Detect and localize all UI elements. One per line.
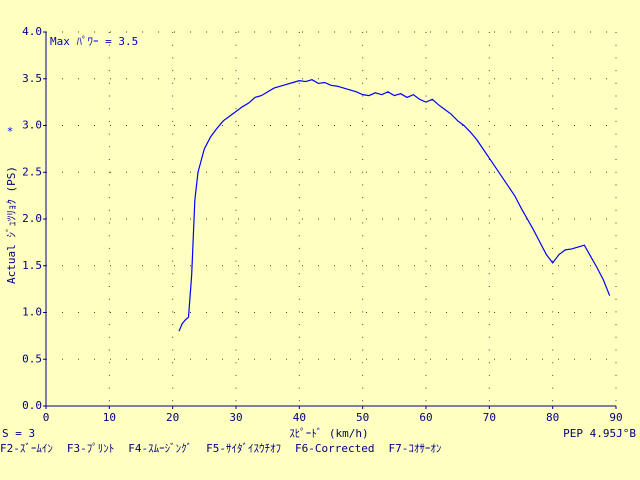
y-tick-label: 2.0 — [22, 212, 42, 225]
x-tick-label: 10 — [103, 411, 116, 424]
function-key[interactable]: F5-ｻｲﾀﾞｲｽｳﾁｵﾌ — [206, 442, 281, 455]
x-axis-label: ｽﾋﾟｰﾄﾞ (km/h) — [289, 427, 368, 440]
x-tick-label: 50 — [356, 411, 369, 424]
y-axis-marker: * — [7, 125, 14, 138]
function-key[interactable]: F4-ｽﾑｰｼﾞﾝｸﾞ — [128, 442, 192, 455]
function-key[interactable]: F3-ﾌﾟﾘﾝﾄ — [67, 442, 114, 455]
y-tick-label: 4.0 — [22, 25, 42, 38]
status-left: S = 3 — [2, 427, 35, 440]
x-tick-label: 60 — [419, 411, 432, 424]
function-key[interactable]: F2-ｽﾞｰﾑｲﾝ — [0, 442, 53, 455]
x-tick-label: 80 — [546, 411, 559, 424]
x-tick-label: 0 — [43, 411, 50, 424]
max-annotation: Max ﾊﾟﾜｰ = 3.5 — [50, 35, 138, 48]
status-right: PEP 4.95J°B — [563, 427, 636, 440]
x-tick-label: 70 — [483, 411, 496, 424]
y-tick-label: 1.5 — [22, 259, 42, 272]
x-tick-label: 30 — [229, 411, 242, 424]
y-tick-label: 3.5 — [22, 72, 42, 85]
data-line — [178, 79, 611, 332]
function-key[interactable]: F6-Corrected — [295, 442, 374, 455]
y-tick-label: 0.0 — [22, 399, 42, 412]
x-tick-label: 40 — [293, 411, 306, 424]
y-tick-label: 1.0 — [22, 306, 42, 319]
y-tick-label: 2.5 — [22, 165, 42, 178]
y-tick-label: 3.0 — [22, 119, 42, 132]
function-key[interactable]: F7-ｺｵｻｰｵﾝ — [388, 442, 441, 455]
x-tick-label: 20 — [166, 411, 179, 424]
x-tick-label: 90 — [609, 411, 622, 424]
y-tick-label: 0.5 — [22, 352, 42, 365]
y-axis-label: Actual ｼﾞｭﾂﾘｮｸ (PS) — [5, 166, 18, 284]
